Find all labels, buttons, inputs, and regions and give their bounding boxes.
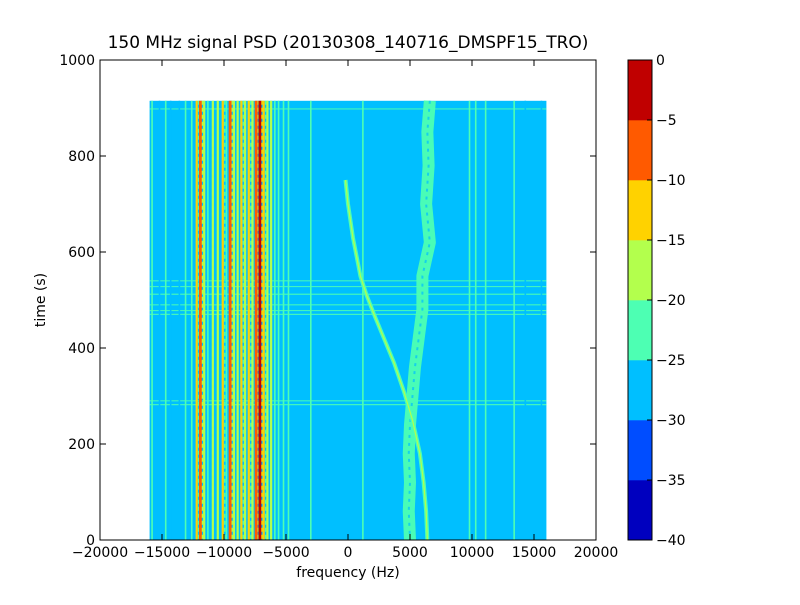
colorbar-swatch — [628, 120, 652, 181]
y-tick-label: 800 — [68, 149, 95, 165]
y-tick-label: 600 — [68, 245, 95, 261]
x-tick-label: −10000 — [196, 545, 252, 561]
chart-title: 150 MHz signal PSD (20130308_140716_DMSP… — [108, 33, 589, 53]
colorbar-swatch — [628, 180, 652, 241]
colorbar-tick-label: −10 — [656, 173, 686, 189]
x-tick-label: 5000 — [392, 545, 428, 561]
colorbar-swatch — [628, 480, 652, 541]
plot-area — [99, 59, 597, 541]
colorbar-tick-label: −40 — [656, 533, 686, 549]
psd-background — [149, 100, 547, 541]
x-axis-label: frequency (Hz) — [296, 565, 399, 581]
data-layer — [149, 100, 547, 541]
x-tick-label: 15000 — [512, 545, 557, 561]
y-tick-label: 400 — [68, 341, 95, 357]
colorbar-swatch — [628, 240, 652, 301]
x-tick-label: 20000 — [574, 545, 619, 561]
y-axis: 0 200 400 600 800 1000 — [59, 53, 596, 549]
wandering-signal-band — [402, 100, 436, 541]
y-tick-label: 200 — [68, 437, 95, 453]
x-tick-label: −20000 — [72, 545, 128, 561]
colorbar-tick-label: −20 — [656, 293, 686, 309]
x-tick-label: 0 — [344, 545, 353, 561]
colorbar-tick-label: 0 — [656, 53, 665, 69]
colorbar-swatch — [628, 60, 652, 121]
x-tick-label: −15000 — [134, 545, 190, 561]
x-tick-label: 10000 — [450, 545, 495, 561]
colorbar-tick-label: −30 — [656, 413, 686, 429]
y-tick-label: 0 — [86, 533, 95, 549]
colorbar-tick-label: −5 — [656, 113, 677, 129]
colorbar: −40 −35 −30 −25 −20 −15 −10 −5 0 — [627, 53, 686, 549]
x-axis: −20000 −15000 −10000 −5000 0 5000 10000 15000 20… — [72, 60, 618, 561]
colorbar-tick-label: −15 — [656, 233, 686, 249]
colorbar-swatch — [628, 360, 652, 421]
colorbar-tick-label: −35 — [656, 473, 686, 489]
y-tick-label: 1000 — [59, 53, 95, 69]
y-axis-label: time (s) — [33, 273, 49, 327]
doppler-trace-core — [344, 179, 428, 541]
colorbar-swatch — [628, 300, 652, 361]
x-tick-label: −5000 — [262, 545, 309, 561]
colorbar-swatch — [628, 420, 652, 481]
colorbar-tick-label: −25 — [656, 353, 686, 369]
